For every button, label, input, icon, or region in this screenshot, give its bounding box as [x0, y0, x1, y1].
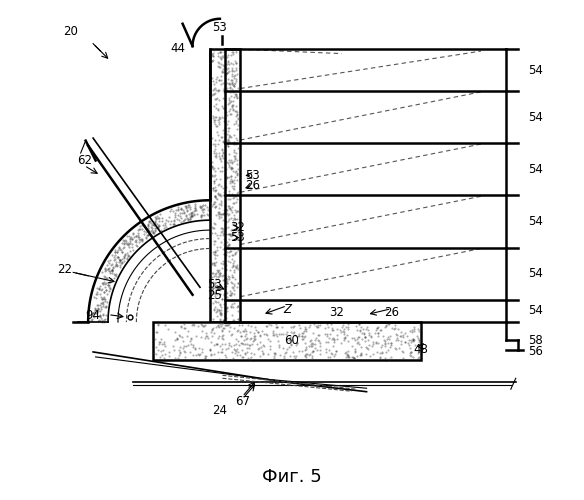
- Text: 94: 94: [86, 309, 100, 322]
- Text: 54: 54: [528, 268, 543, 280]
- Text: 26: 26: [384, 306, 399, 318]
- Text: 58: 58: [528, 334, 543, 347]
- Text: 54: 54: [528, 215, 543, 228]
- Text: 53: 53: [207, 278, 223, 291]
- Text: 32: 32: [230, 221, 245, 234]
- Text: 53: 53: [213, 20, 227, 34]
- Text: 67: 67: [235, 395, 250, 408]
- Text: 60: 60: [284, 334, 300, 347]
- Text: 44: 44: [170, 42, 185, 55]
- Text: 20: 20: [63, 24, 78, 38]
- Text: 54: 54: [528, 64, 543, 76]
- Text: 62: 62: [77, 154, 92, 167]
- Text: 22: 22: [57, 264, 72, 276]
- Text: Фиг. 5: Фиг. 5: [262, 468, 322, 486]
- Text: 25: 25: [207, 289, 223, 302]
- Text: Z: Z: [283, 303, 291, 316]
- Text: 53: 53: [230, 231, 245, 244]
- Bar: [153, 322, 421, 360]
- Text: 54: 54: [528, 110, 543, 124]
- Text: 32: 32: [329, 306, 344, 318]
- Text: 48: 48: [414, 343, 429, 356]
- Text: 54: 54: [528, 163, 543, 176]
- Text: 56: 56: [528, 346, 543, 358]
- Text: 24: 24: [213, 404, 227, 416]
- Text: 53: 53: [245, 169, 260, 182]
- Text: 26: 26: [245, 179, 260, 192]
- Bar: [210, 48, 240, 322]
- Text: 54: 54: [528, 304, 543, 317]
